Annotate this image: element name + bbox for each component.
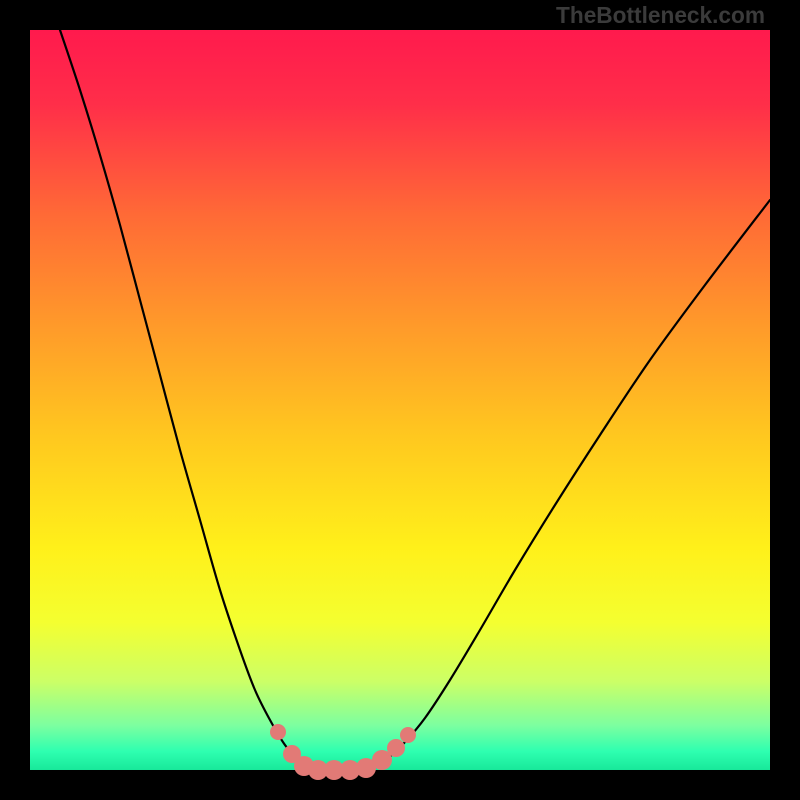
watermark-text: TheBottleneck.com xyxy=(556,2,765,29)
chart-container: TheBottleneck.com xyxy=(0,0,800,800)
plot-background-gradient xyxy=(30,30,770,770)
